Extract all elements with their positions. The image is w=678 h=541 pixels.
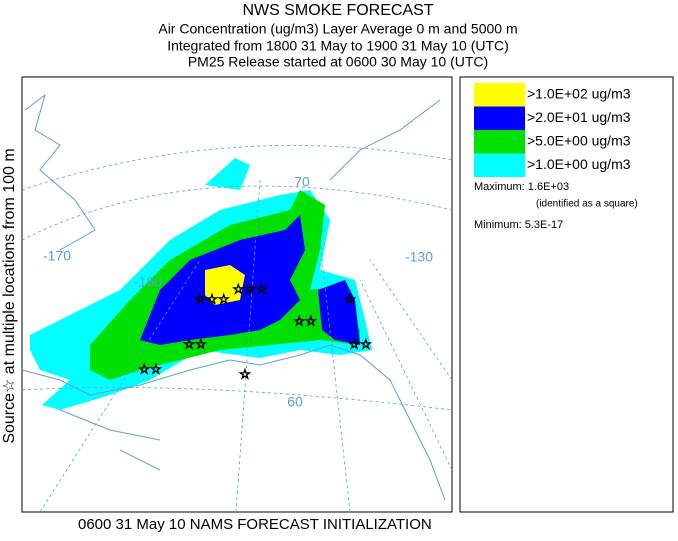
legend-swatch xyxy=(474,83,525,107)
graticule-label: -130 xyxy=(405,249,433,265)
legend-label: >5.0E+00 ug/m3 xyxy=(527,133,631,149)
star: ☆☆ xyxy=(348,336,371,351)
maximum-note: (identified as a square) xyxy=(536,199,638,210)
star: ☆☆☆ xyxy=(233,281,268,296)
plume-20 xyxy=(140,215,360,345)
subtitle: PM25 Release started at 0600 30 May 10 (… xyxy=(188,54,488,70)
coastline xyxy=(21,93,446,501)
star: ☆ xyxy=(239,366,251,381)
graticule-label: -170 xyxy=(43,248,71,264)
title: NWS SMOKE FORECAST xyxy=(242,2,433,19)
legend-label: >2.0E+01 ug/m3 xyxy=(527,109,631,125)
star: ☆☆☆ xyxy=(195,291,230,306)
minimum: Minimum: 5.3E-17 xyxy=(474,219,563,231)
graticule xyxy=(21,145,453,513)
plume-100 xyxy=(205,265,245,305)
graticule-label: 70 xyxy=(294,174,310,190)
maximum: Maximum: 1.6E+03 xyxy=(474,181,569,193)
legend-label: >1.0E+00 ug/m3 xyxy=(527,156,631,172)
footer: 0600 31 May 10 NAMS FORECAST INITIALIZAT… xyxy=(78,516,432,533)
header: NWS SMOKE FORECAST Air Concentration (ug… xyxy=(158,2,517,69)
star: ☆☆ xyxy=(138,361,161,376)
star: ☆ xyxy=(344,291,356,306)
legend-swatch xyxy=(474,153,525,177)
graticule-label: 60 xyxy=(287,394,303,410)
legend-swatch xyxy=(474,130,525,154)
legend-label: >1.0E+02 ug/m3 xyxy=(527,86,631,102)
legend: Maximum: 1.6E+03 (identified as a square… xyxy=(459,76,674,513)
map: ☆☆☆ ☆☆☆ ☆☆ ☆☆ ☆ ☆☆ ☆ ☆☆ -170 -160 -130 7… xyxy=(21,76,453,513)
graticule-label: -160 xyxy=(134,274,162,290)
subtitle: Air Concentration (ug/m3) Layer Average … xyxy=(158,21,517,37)
star: ☆☆ xyxy=(183,336,206,351)
legend-swatch xyxy=(474,106,525,130)
side-label: Source☆ at multiple locations from 100 m xyxy=(1,148,18,443)
stars: ☆☆☆ ☆☆☆ ☆☆ ☆☆ ☆ ☆☆ ☆ ☆☆ xyxy=(138,281,372,382)
subtitle: Integrated from 1800 31 May to 1900 31 M… xyxy=(167,38,509,54)
star: ☆☆ xyxy=(293,313,316,328)
